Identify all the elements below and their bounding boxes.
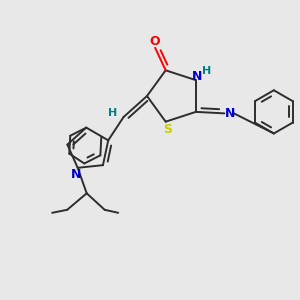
- Text: S: S: [163, 123, 172, 136]
- Text: N: N: [192, 70, 203, 83]
- Text: N: N: [71, 168, 81, 181]
- Text: H: H: [108, 107, 117, 118]
- Text: N: N: [225, 107, 235, 120]
- Text: H: H: [202, 66, 211, 76]
- Text: O: O: [150, 35, 160, 48]
